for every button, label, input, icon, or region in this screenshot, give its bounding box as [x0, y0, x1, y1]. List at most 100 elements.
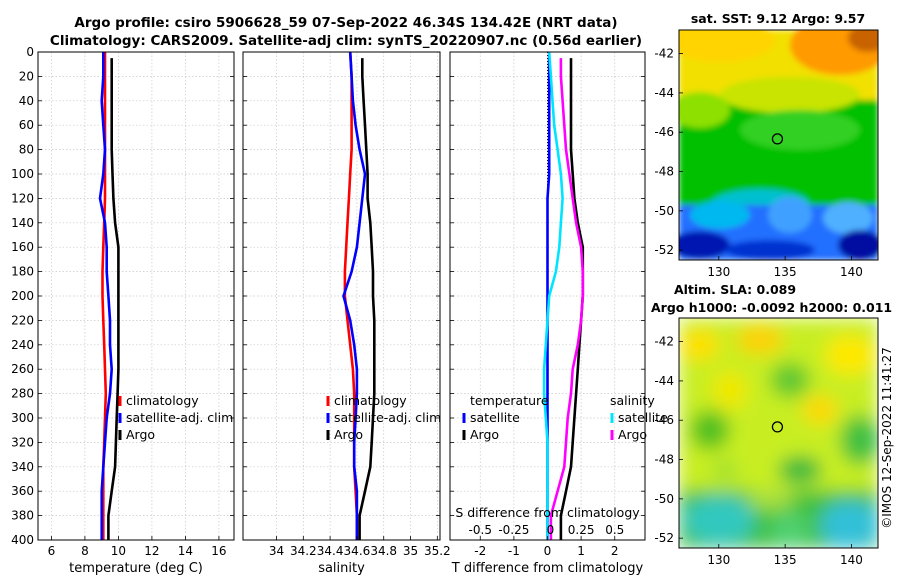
y-tick-label: 300 [11, 411, 34, 425]
sla-map-subtitle: Argo h1000: -0.0092 h2000: 0.011 [651, 300, 892, 315]
y-tick-label: 400 [11, 533, 34, 547]
map-x-tick-label: 140 [840, 265, 863, 279]
secondary-x-tick-label: -0.5 [469, 523, 492, 537]
secondary-x-tick-label: 0.25 [568, 523, 595, 537]
map-y-tick-label: -46 [654, 413, 674, 427]
figure-title-line1: Argo profile: csiro 5906628_59 07-Sep-20… [74, 15, 617, 31]
map-y-tick-label: -50 [654, 492, 674, 506]
map-y-tick-label: -48 [654, 165, 674, 179]
x-tick-label: 34.2 [290, 544, 317, 558]
series-line-satellite-adj-clim [98, 52, 113, 540]
y-tick-label: 20 [19, 69, 34, 83]
sla-field [679, 318, 878, 548]
secondary-x-tick-label: -0.25 [498, 523, 529, 537]
y-tick-label: 120 [11, 191, 34, 205]
x-tick-label: 1 [577, 544, 585, 558]
x-axis-label: T difference from climatology [451, 561, 644, 576]
map-y-tick-label: -44 [654, 86, 674, 100]
map-x-tick-label: 130 [707, 265, 730, 279]
series-line-satellite-adj-clim [342, 51, 367, 540]
x-tick-label: 35 [403, 544, 418, 558]
y-tick-label: 260 [11, 362, 34, 376]
y-tick-label: 160 [11, 240, 34, 254]
map-y-tick-label: -52 [654, 531, 674, 545]
series-line-argo [107, 58, 120, 540]
map-y-tick-label: -46 [654, 125, 674, 139]
legend-label: Argo [618, 427, 647, 442]
temperature-profile-chart: 6 8 10 12 14 16020406080100120140160180200220… [11, 45, 235, 576]
y-tick-label: 220 [11, 313, 34, 327]
difference-profile-chart: -2 -1 0 1 2 T difference from climatology temp… [449, 51, 668, 576]
y-tick-label: 100 [11, 167, 34, 181]
x-tick-label: 34.6 [344, 544, 371, 558]
y-tick-label: 240 [11, 338, 34, 352]
series-line-salinity-satellite [542, 51, 564, 540]
x-tick-label: 8 [81, 544, 89, 558]
y-tick-label: 360 [11, 484, 34, 498]
map-x-tick-label: 135 [774, 553, 797, 567]
x-axis-label: temperature (deg C) [69, 561, 203, 576]
sla-map-title: Altim. SLA: 0.089 [674, 282, 796, 297]
x-tick-label: 12 [144, 544, 159, 558]
map-y-tick-label: -44 [654, 374, 674, 388]
legend-label: Argo [126, 427, 155, 442]
x-tick-label: 34.4 [317, 544, 344, 558]
x-tick-label: 2 [611, 544, 619, 558]
y-tick-label: 140 [11, 216, 34, 230]
secondary-x-axis-label: S difference from climatology [455, 505, 640, 520]
map-y-tick-label: -42 [654, 335, 674, 349]
x-tick-label: 35.2 [424, 544, 451, 558]
salinity-profile-chart: 34 34.2 34.4 34.6 34.8 35 35.2 salinity climatol… [242, 51, 451, 576]
map-y-tick-label: -50 [654, 204, 674, 218]
argo-position-marker [771, 133, 784, 145]
secondary-x-tick-label: 0.5 [605, 523, 624, 537]
legend-label: climatology [334, 393, 407, 408]
y-tick-label: 340 [11, 460, 34, 474]
x-tick-label: 10 [111, 544, 126, 558]
sst-field [679, 30, 878, 260]
series-line-salinity-argo [549, 58, 585, 540]
y-tick-label: 0 [26, 45, 34, 59]
y-tick-label: 60 [19, 118, 34, 132]
map-y-tick-label: -52 [654, 243, 674, 257]
legend-label: satellite [618, 410, 668, 425]
x-tick-label: 6 [48, 544, 56, 558]
x-tick-label: 34.8 [370, 544, 397, 558]
legend-label: satellite [470, 410, 520, 425]
map-y-tick-label: -48 [654, 453, 674, 467]
legend-label: Argo [470, 427, 499, 442]
x-axis-label: salinity [318, 561, 365, 576]
secondary-x-tick-label: 0 [547, 523, 555, 537]
y-tick-label: 80 [19, 143, 34, 157]
map-x-tick-label: 135 [774, 265, 797, 279]
legend-label: satellite-adj. clim [334, 410, 441, 425]
x-tick-label: -2 [474, 544, 486, 558]
map-x-tick-label: 130 [707, 553, 730, 567]
map-frame [678, 29, 879, 261]
legend-title-temperature: temperature [470, 393, 549, 408]
legend-title-salinity: salinity [610, 393, 655, 408]
sst-map-title: sat. SST: 9.12 Argo: 9.57 [691, 11, 865, 26]
y-tick-label: 180 [11, 265, 34, 279]
legend-label: Argo [334, 427, 363, 442]
sla-map: Altim. SLA: 0.089 Argo h1000: -0.0092 h2… [651, 282, 892, 567]
argo-position-marker [771, 421, 784, 433]
sst-map: sat. SST: 9.12 Argo: 9.57 13 [654, 11, 879, 279]
map-x-tick-label: 140 [840, 553, 863, 567]
x-tick-label: 0 [544, 544, 552, 558]
y-tick-label: 320 [11, 435, 34, 449]
y-tick-label: 40 [19, 94, 34, 108]
legend-label: satellite-adj. clim [126, 410, 233, 425]
legend-label: climatology [126, 393, 199, 408]
series-line-argo [358, 58, 376, 540]
credit-text: ©IMOS 12-Sep-2022 11:41:27 [880, 347, 894, 529]
y-tick-label: 200 [11, 289, 34, 303]
x-tick-label: -1 [508, 544, 520, 558]
map-y-tick-label: -42 [654, 47, 674, 61]
y-tick-label: 380 [11, 509, 34, 523]
y-tick-label: 280 [11, 387, 34, 401]
figure-title-line2: Climatology: CARS2009. Satellite-adj cli… [50, 33, 642, 49]
x-tick-label: 16 [211, 544, 226, 558]
x-tick-label: 34 [269, 544, 284, 558]
